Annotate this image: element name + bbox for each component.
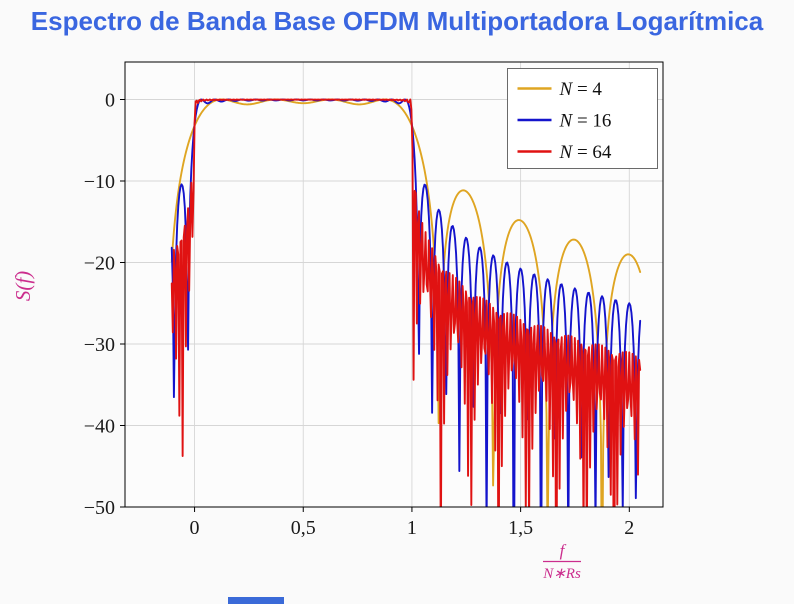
x-tick-label: 1,5	[508, 517, 533, 539]
x-tick-label: 0,5	[291, 517, 316, 539]
y-tick-label: −20	[84, 252, 115, 274]
axis-frame	[124, 61, 664, 508]
bottom-edge-artifact	[228, 597, 284, 604]
series-line-N=64	[170, 98, 642, 507]
legend-entry-label: N = 16	[559, 111, 612, 132]
y-tick-label: 0	[105, 89, 115, 111]
tick-labels: 0 0,5 1 1,5 2 0 −10 −20 −30 −40 −50	[84, 89, 635, 539]
legend: N = 4 N = 16 N = 64	[507, 68, 658, 169]
x-axis-label-denominator: N∗Rs	[542, 566, 581, 582]
series-curves	[170, 98, 642, 507]
x-axis-label-numerator: f	[560, 541, 567, 560]
y-tick-label: −30	[84, 334, 115, 356]
x-tick-label: 0	[190, 517, 200, 539]
axis-ticks	[120, 98, 630, 512]
y-tick-label: −40	[84, 415, 115, 437]
y-tick-label: −10	[84, 171, 115, 193]
series-line-N=4	[170, 98, 642, 507]
y-axis-label: S(f)	[11, 271, 35, 301]
x-tick-label: 1	[407, 517, 417, 539]
x-axis-label: f N∗Rs	[542, 541, 581, 582]
legend-entry-label: N = 64	[559, 142, 612, 163]
y-tick-label: −50	[84, 497, 115, 519]
legend-entry-label: N = 4	[559, 79, 603, 100]
page-title: Espectro de Banda Base OFDM Multiportado…	[30, 6, 764, 36]
x-tick-label: 2	[624, 517, 634, 539]
